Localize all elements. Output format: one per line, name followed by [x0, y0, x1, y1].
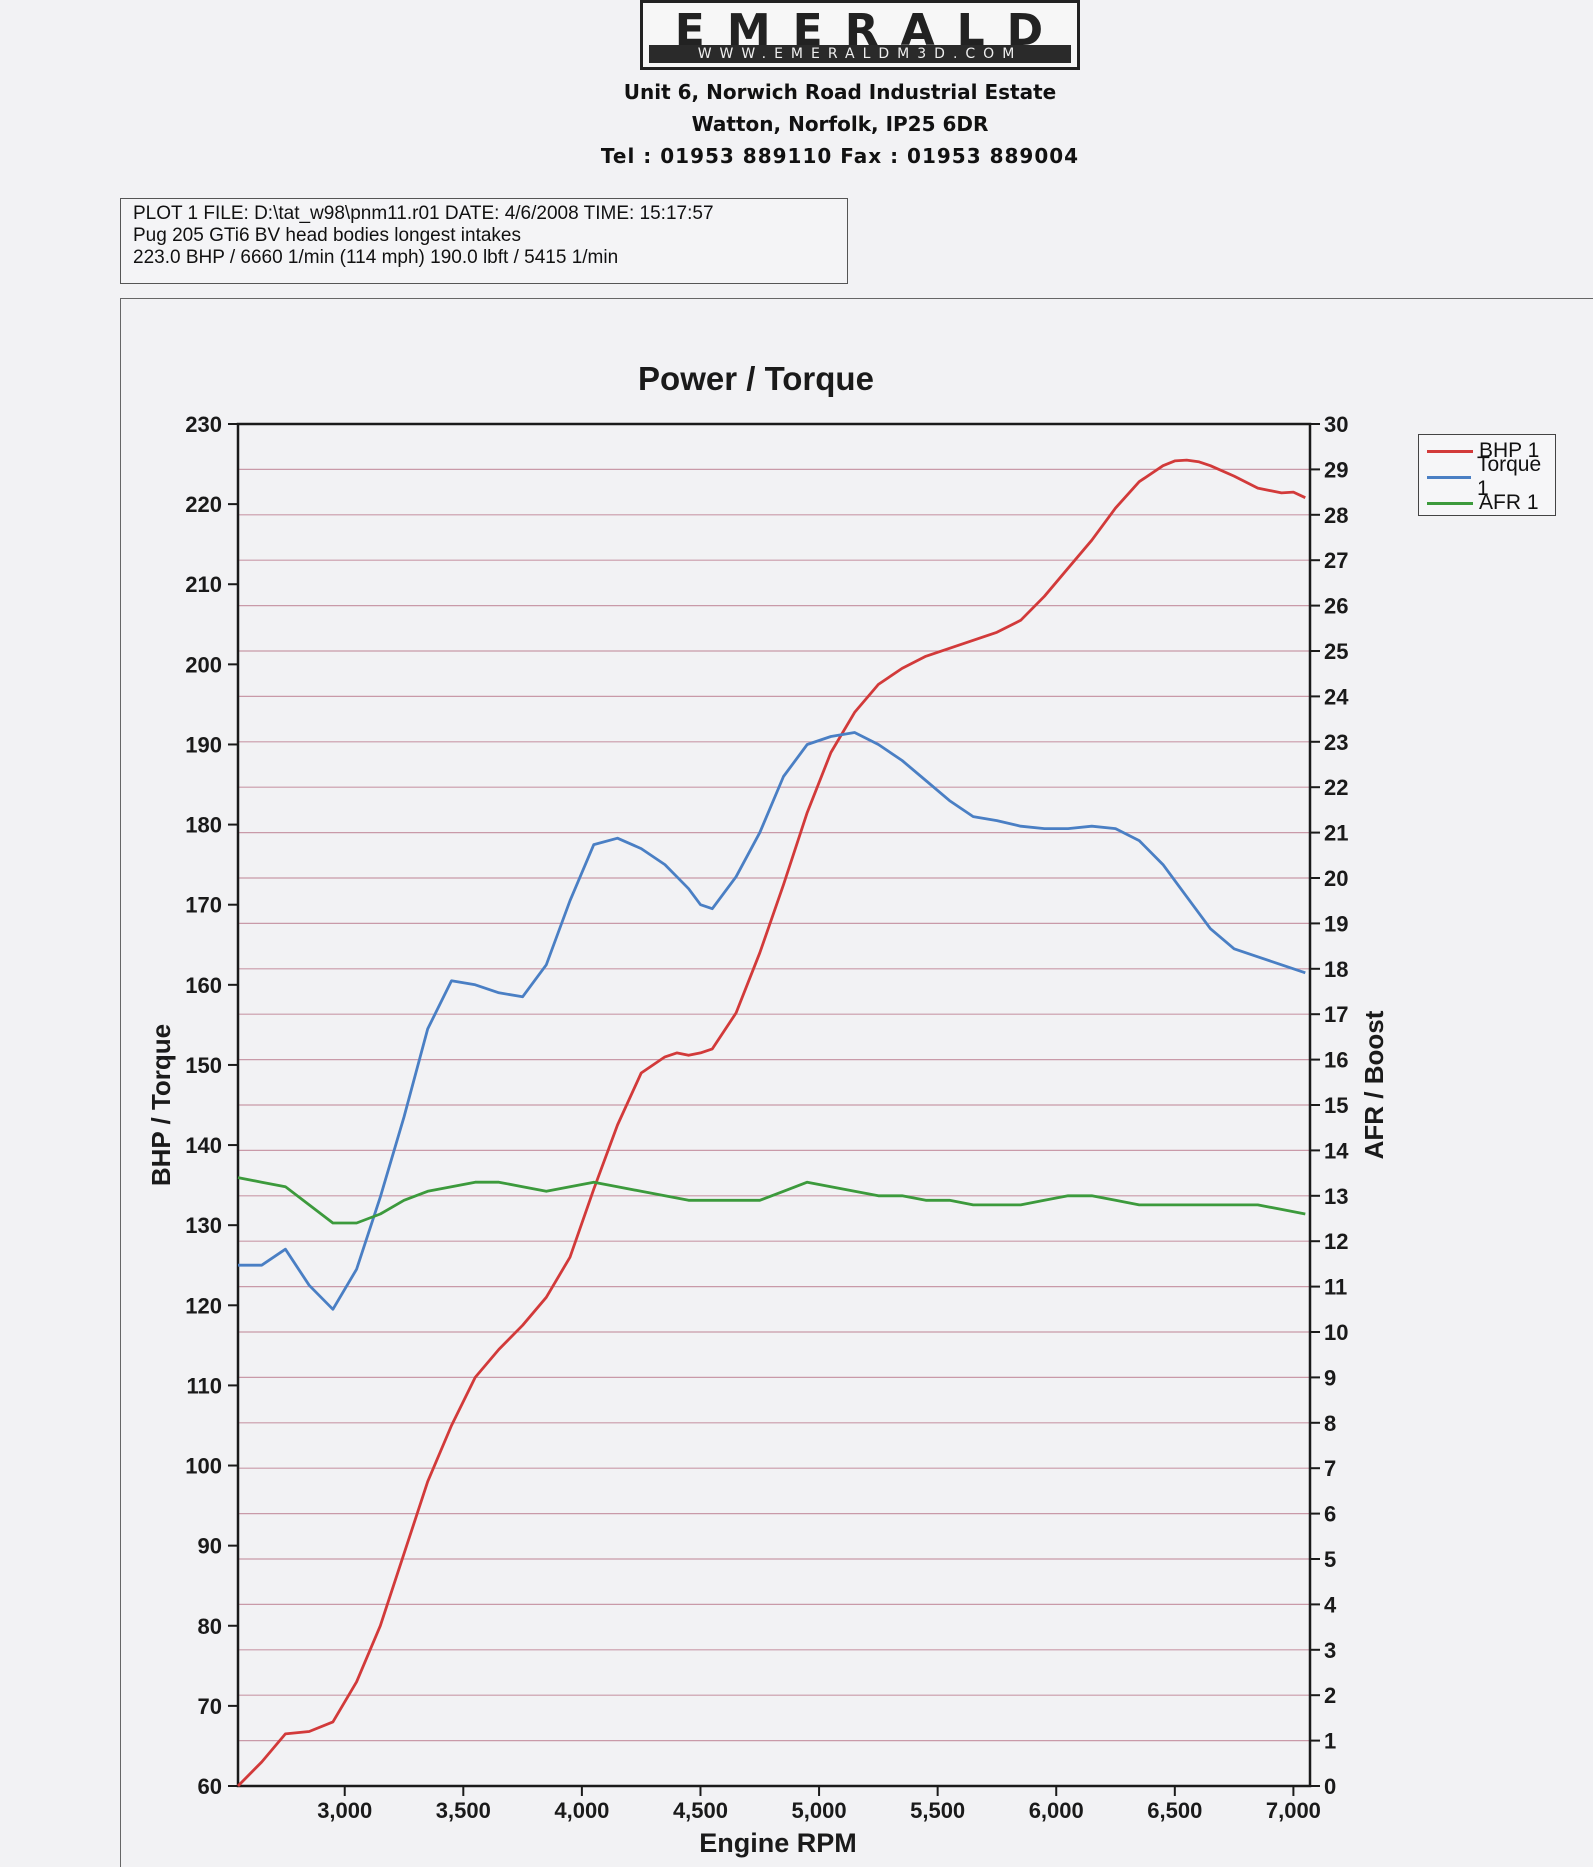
right-axis-tick-label: 7: [1324, 1456, 1336, 1481]
plot-info-box: PLOT 1 FILE: D:\tat_w98\pnm11.r01 DATE: …: [120, 198, 848, 284]
right-axis-tick-label: 8: [1324, 1411, 1336, 1436]
right-axis-tick-label: 23: [1324, 730, 1348, 755]
x-axis-tick-label: 5,000: [792, 1798, 847, 1823]
right-axis-tick-label: 14: [1324, 1138, 1349, 1163]
right-axis-tick-label: 22: [1324, 775, 1348, 800]
legend-label: BHP 1: [1479, 439, 1540, 462]
right-axis-tick-label: 5: [1324, 1547, 1336, 1572]
x-axis-tick-label: 4,500: [673, 1798, 728, 1823]
right-axis-tick-label: 3: [1324, 1638, 1336, 1663]
right-axis-tick-label: 21: [1324, 821, 1348, 846]
left-axis-tick-label: 210: [185, 572, 222, 597]
right-axis-tick-label: 2: [1324, 1683, 1336, 1708]
right-axis-tick-label: 0: [1324, 1774, 1336, 1799]
legend-item: AFR 1: [1427, 490, 1555, 516]
left-axis-tick-label: 80: [198, 1614, 222, 1639]
plot-info-line-2: Pug 205 GTi6 BV head bodies longest inta…: [133, 225, 521, 246]
header: EMERALD WWW.EMERALDM3D.COM Unit 6, Norwi…: [0, 0, 1593, 180]
legend-swatch: [1427, 501, 1473, 505]
right-axis-tick-label: 29: [1324, 457, 1348, 482]
left-axis-tick-label: 100: [185, 1454, 222, 1479]
left-axis-tick-label: 110: [187, 1373, 223, 1398]
left-axis-tick-label: 130: [185, 1213, 222, 1238]
logo-url: WWW.EMERALDM3D.COM: [649, 45, 1071, 63]
right-axis-label: AFR / Boost: [1359, 1010, 1389, 1159]
left-axis-tick-label: 160: [185, 973, 222, 998]
legend-label: Torque 1: [1476, 453, 1542, 500]
left-axis-tick-label: 200: [185, 652, 222, 677]
right-axis-tick-label: 16: [1324, 1048, 1348, 1073]
left-axis-tick-label: 230: [185, 412, 222, 437]
left-axis-tick-label: 190: [185, 732, 222, 757]
series-line-bhp-1: [237, 458, 1306, 1787]
right-axis-tick-label: 10: [1324, 1320, 1348, 1345]
right-axis-tick-label: 30: [1324, 412, 1348, 437]
x-axis-tick-label: 4,000: [554, 1798, 609, 1823]
right-axis-tick-label: 26: [1324, 594, 1348, 619]
chart-legend: BHP 1 Torque 1 AFR 1: [1418, 434, 1556, 516]
legend-label: AFR 1: [1479, 491, 1539, 514]
left-axis-tick-label: 140: [185, 1133, 222, 1158]
legend-item: Torque 1: [1427, 453, 1555, 500]
plot-info-line-1: PLOT 1 FILE: D:\tat_w98\pnm11.r01 DATE: …: [133, 203, 714, 224]
left-axis-tick-label: 220: [185, 492, 222, 517]
left-axis-label: BHP / Torque: [146, 1024, 176, 1186]
chart-frame: [120, 298, 1593, 1867]
right-axis-tick-label: 12: [1324, 1229, 1348, 1254]
x-axis-tick-label: 5,500: [910, 1798, 965, 1823]
x-axis-tick-label: 3,000: [317, 1798, 372, 1823]
left-axis-tick-label: 150: [185, 1053, 222, 1078]
emerald-logo: EMERALD WWW.EMERALDM3D.COM: [640, 0, 1080, 70]
right-axis-tick-label: 15: [1324, 1093, 1348, 1118]
right-axis-tick-label: 27: [1324, 548, 1348, 573]
x-axis-tick-label: 6,500: [1147, 1798, 1202, 1823]
right-axis-tick-label: 20: [1324, 866, 1348, 891]
left-axis-tick-label: 60: [198, 1774, 222, 1799]
x-axis-tick-label: 6,000: [1029, 1798, 1084, 1823]
right-axis-tick-label: 1: [1324, 1729, 1336, 1754]
right-axis-tick-label: 11: [1324, 1275, 1347, 1300]
x-axis-tick-label: 7,000: [1266, 1798, 1321, 1823]
x-axis-tick-label: 3,500: [436, 1798, 491, 1823]
series-line-torque-1: [238, 731, 1306, 1311]
series-line-afr-1: [237, 1176, 1306, 1225]
right-axis-tick-label: 24: [1324, 684, 1349, 709]
right-axis-tick-label: 28: [1324, 503, 1348, 528]
left-axis-tick-label: 70: [198, 1694, 222, 1719]
left-axis-tick-label: 90: [198, 1534, 222, 1559]
right-axis-tick-label: 13: [1324, 1184, 1348, 1209]
right-axis-tick-label: 25: [1324, 639, 1348, 664]
plot-info-line-3: 223.0 BHP / 6660 1/min (114 mph) 190.0 l…: [133, 247, 619, 268]
left-axis-tick-label: 120: [185, 1293, 222, 1318]
legend-swatch: [1427, 449, 1473, 453]
right-axis-tick-label: 4: [1324, 1592, 1337, 1617]
address-line-2: Watton, Norfolk, IP25 6DR: [691, 112, 989, 136]
legend-swatch: [1427, 475, 1471, 479]
address-line-3: Tel : 01953 889110 Fax : 01953 889004: [600, 144, 1080, 168]
x-axis-label: Engine RPM: [699, 1828, 857, 1858]
left-axis-tick-label: 170: [185, 893, 222, 918]
chart-title: Power / Torque: [638, 360, 874, 397]
right-axis-tick-label: 6: [1324, 1502, 1336, 1527]
right-axis-tick-label: 9: [1324, 1365, 1336, 1390]
right-axis-tick-label: 18: [1324, 957, 1348, 982]
left-axis-tick-label: 180: [185, 813, 222, 838]
right-axis-tick-label: 19: [1324, 911, 1348, 936]
address-line-1: Unit 6, Norwich Road Industrial Estate: [623, 80, 1057, 104]
right-axis-tick-label: 17: [1324, 1002, 1348, 1027]
legend-item: BHP 1: [1427, 438, 1555, 464]
